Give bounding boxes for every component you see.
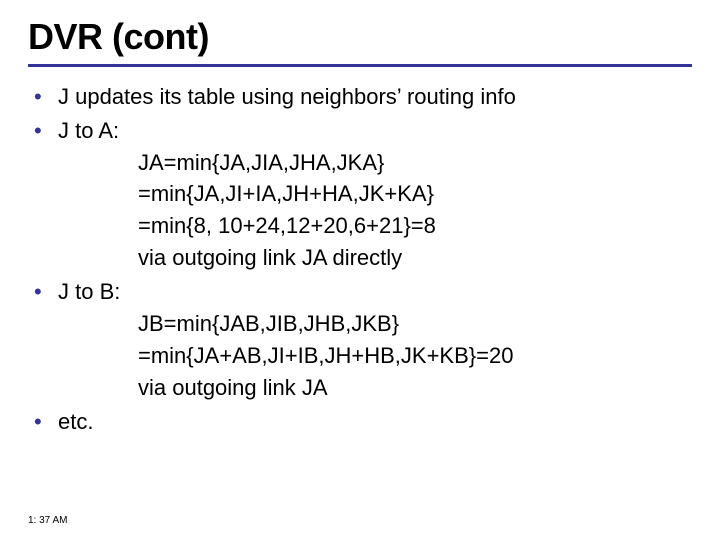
bullet-text: J to B:: [58, 279, 120, 304]
sub-line: =min{8, 10+24,12+20,6+21}=8: [58, 210, 692, 242]
sub-line: =min{JA+AB,JI+IB,JH+HB,JK+KB}=20: [58, 340, 692, 372]
sub-line: JA=min{JA,JIA,JHA,JKA}: [58, 147, 692, 179]
bullet-item: etc.: [28, 406, 692, 438]
bullet-text: J to A:: [58, 118, 119, 143]
sub-line: JB=min{JAB,JIB,JHB,JKB}: [58, 308, 692, 340]
timestamp: 1: 37 AM: [28, 515, 67, 526]
bullet-text: J updates its table using neighbors’ rou…: [58, 84, 516, 109]
bullet-text: etc.: [58, 409, 93, 434]
slide-title: DVR (cont): [28, 18, 692, 58]
bullet-item: J updates its table using neighbors’ rou…: [28, 81, 692, 113]
bullet-item: J to B: JB=min{JAB,JIB,JHB,JKB} =min{JA+…: [28, 276, 692, 404]
sub-line: =min{JA,JI+IA,JH+HA,JK+KA}: [58, 178, 692, 210]
bullet-item: J to A: JA=min{JA,JIA,JHA,JKA} =min{JA,J…: [28, 115, 692, 274]
sub-line: via outgoing link JA directly: [58, 242, 692, 274]
slide: DVR (cont) J updates its table using nei…: [0, 0, 720, 540]
slide-body: J updates its table using neighbors’ rou…: [28, 81, 692, 438]
sub-line: via outgoing link JA: [58, 372, 692, 404]
title-underline: [28, 64, 692, 67]
bullet-list: J updates its table using neighbors’ rou…: [28, 81, 692, 438]
